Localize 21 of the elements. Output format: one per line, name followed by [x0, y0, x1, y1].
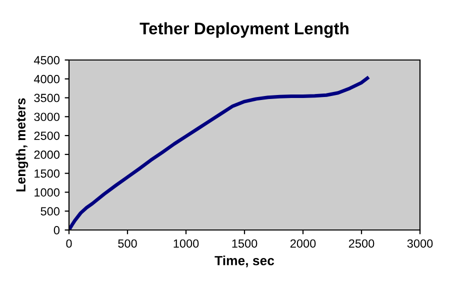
y-tick-label: 4500 [34, 56, 60, 64]
x-axis-title: Time, sec [214, 256, 274, 268]
x-tick-label: 1000 [174, 239, 199, 248]
x-tick-label: 0 [66, 239, 72, 248]
y-tick-label: 3500 [34, 94, 60, 102]
y-tick-label: 3000 [34, 112, 60, 122]
y-tick-label: 2500 [34, 132, 60, 140]
line-series [69, 76, 370, 230]
y-tick-label: 2000 [34, 150, 60, 159]
x-tick-label: 2500 [348, 239, 374, 248]
y-tick-label: 4000 [34, 74, 60, 84]
x-tick-label: 1500 [232, 239, 258, 248]
y-tick-label: 1500 [34, 169, 60, 178]
y-tick-label: 1000 [34, 188, 60, 197]
x-tick-label: 500 [118, 239, 137, 248]
y-tick-label: 0 [54, 226, 60, 234]
y-axis-title: Length, meters [16, 98, 28, 192]
y-tick-label: 500 [40, 207, 60, 216]
chart-title: Tether Deployment Length [140, 22, 348, 38]
x-tick-label: 3000 [407, 239, 433, 248]
x-tick-label: 2000 [290, 239, 316, 248]
